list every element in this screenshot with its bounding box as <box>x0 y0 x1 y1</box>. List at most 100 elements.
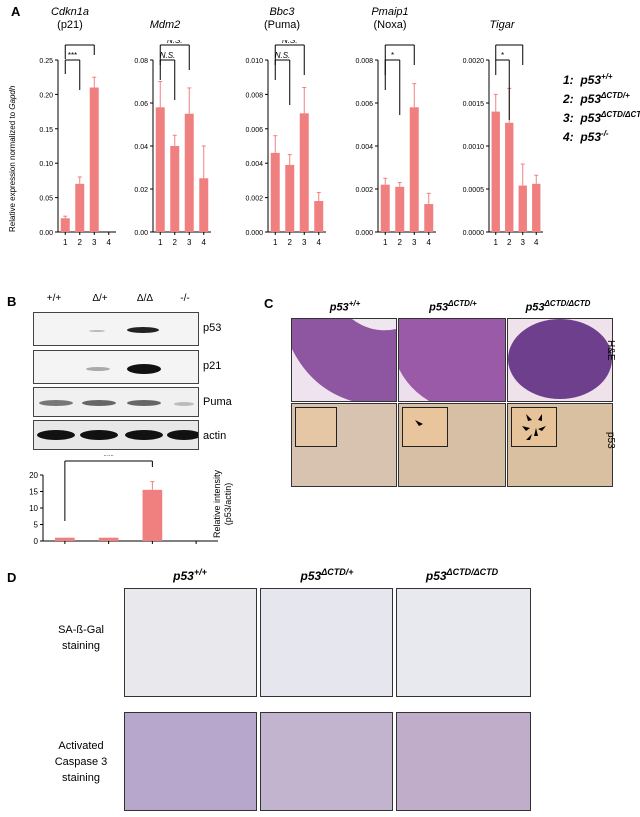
legend-sup: +/+ <box>601 72 613 81</box>
bar-chart-p53-quant: 0 5 10 15 20 *** <box>29 455 218 546</box>
lane-label: -/- <box>180 293 190 304</box>
he-texture <box>508 319 612 399</box>
gene-name: Tigar <box>489 19 515 31</box>
caspase-image-wt <box>124 712 257 811</box>
row-label-line: Activated <box>58 740 104 752</box>
he-image-wt <box>291 318 397 402</box>
x-tick-label: 4 <box>534 238 539 247</box>
chart-title-5: Tigar <box>472 19 532 32</box>
x-tick-label: 1 <box>383 238 388 247</box>
genotype-legend: 1: p53+/+ 2: p53ΔCTD/+ 3: p53ΔCTD/ΔCTD 4… <box>563 72 640 144</box>
sagal-image-hom <box>396 588 531 697</box>
blot-bands <box>34 313 198 345</box>
y-tick-label: 0.004 <box>245 161 263 168</box>
x-tick-label: 4 <box>202 238 207 247</box>
ihc-image-hom <box>507 403 613 487</box>
band-actin-3 <box>125 430 163 440</box>
y-tick-label: 0.004 <box>355 144 373 151</box>
y-tick-label: 0.02 <box>134 187 148 194</box>
legend-item: 1: p53+/+ <box>563 72 640 87</box>
legend-num: 1: <box>563 73 574 87</box>
panel-a-letter: A <box>11 4 21 19</box>
x-tick-label: 3 <box>92 238 97 247</box>
panel-a-ylabel: Relative expression normalized to Gapdh <box>8 86 17 232</box>
row-label-line: SA-ß-Gal <box>58 624 104 636</box>
x-tick-label: 2 <box>507 238 512 247</box>
y-tick-label: 0.0000 <box>463 230 485 237</box>
western-blot-p21 <box>33 350 199 384</box>
y-tick-label: 0.008 <box>355 58 373 65</box>
ihc-image-wt <box>291 403 397 487</box>
legend-item: 4: p53-/- <box>563 129 640 144</box>
blot-label-p21: p21 <box>203 360 222 372</box>
x-tick-label: 1 <box>158 238 163 247</box>
band-p53-faint <box>89 330 105 332</box>
x-tick-label: 1 <box>273 238 278 247</box>
row-label-he: H&E <box>605 340 616 361</box>
blot-bg <box>34 313 198 345</box>
col-sup: ΔCTD/+ <box>448 299 477 308</box>
d-col-header-wt: p53+/+ <box>125 567 255 583</box>
he-texture <box>292 319 396 401</box>
sig-label: * <box>398 40 401 45</box>
y-tick-label: 0.04 <box>134 144 148 151</box>
sig-label: *** <box>103 455 114 461</box>
sagal-image-het <box>260 588 393 697</box>
sig-label: N.S. <box>167 40 183 45</box>
col-header-hom: p53ΔCTD/ΔCTD <box>505 299 611 314</box>
bar <box>155 107 165 232</box>
y-tick-label: 0.20 <box>39 92 53 99</box>
panel-b-letter: B <box>7 294 17 309</box>
band-p21-dplus <box>86 367 110 371</box>
y-tick-label: 0.006 <box>355 101 373 108</box>
col-base: p53 <box>173 569 194 583</box>
col-base: p53 <box>429 301 449 314</box>
y-tick-label: 0.0015 <box>463 101 485 108</box>
legend-num: 2: <box>563 92 574 106</box>
gene-name: Pmaip1 <box>371 6 409 18</box>
legend-item: 2: p53ΔCTD/+ <box>563 91 640 106</box>
legend-base: p53 <box>580 92 602 106</box>
western-blot-actin <box>33 420 201 450</box>
bar <box>75 183 85 232</box>
x-tick-label: 1 <box>63 238 68 247</box>
y-tick-label: 0.0020 <box>463 58 485 65</box>
legend-item: 3: p53ΔCTD/ΔCTD <box>563 110 640 125</box>
bar <box>314 201 324 232</box>
y-tick-label: 0.0010 <box>463 144 485 151</box>
bar <box>285 164 295 232</box>
sig-label: N.S. <box>275 51 291 60</box>
ihc-inset <box>295 407 337 447</box>
col-base: p53 <box>425 569 447 583</box>
x-tick-label: 4 <box>427 238 432 247</box>
bar <box>532 183 541 232</box>
blot-label-actin: actin <box>203 430 227 442</box>
caspase-image-hom <box>396 712 531 811</box>
band-actin-4 <box>167 430 201 440</box>
x-tick-label: 2 <box>173 238 178 247</box>
bar <box>55 537 75 541</box>
y-tick-label: 20 <box>29 471 38 480</box>
y-tick-label: 0.010 <box>245 58 263 65</box>
bar <box>424 204 434 232</box>
panel-d-letter: D <box>7 570 17 585</box>
blot-bands <box>34 421 201 449</box>
lane-label: +/+ <box>46 293 62 304</box>
ihc-inset <box>511 407 557 447</box>
ihc-inset <box>402 407 448 447</box>
bar <box>142 489 163 541</box>
x-tick-label: 2 <box>398 238 403 247</box>
he-bg-region <box>292 349 352 401</box>
row-label-line: staining <box>62 772 100 784</box>
ylabel-gene: Gapdh <box>8 85 17 110</box>
chart-title-4: Pmaip1 (Noxa) <box>360 6 420 32</box>
blot-label-puma: Puma <box>203 396 232 408</box>
x-tick-label: 2 <box>78 238 83 247</box>
quant-ylabel-line2: (p53/actin) <box>223 482 233 526</box>
band-actin-1 <box>37 430 75 440</box>
bar <box>60 218 70 232</box>
he-texture <box>399 369 429 401</box>
row-label-p53: p53 <box>605 432 616 449</box>
row-label-sagal: SA-ß-Gal staining <box>40 622 122 654</box>
sig-label: *** <box>75 40 84 45</box>
